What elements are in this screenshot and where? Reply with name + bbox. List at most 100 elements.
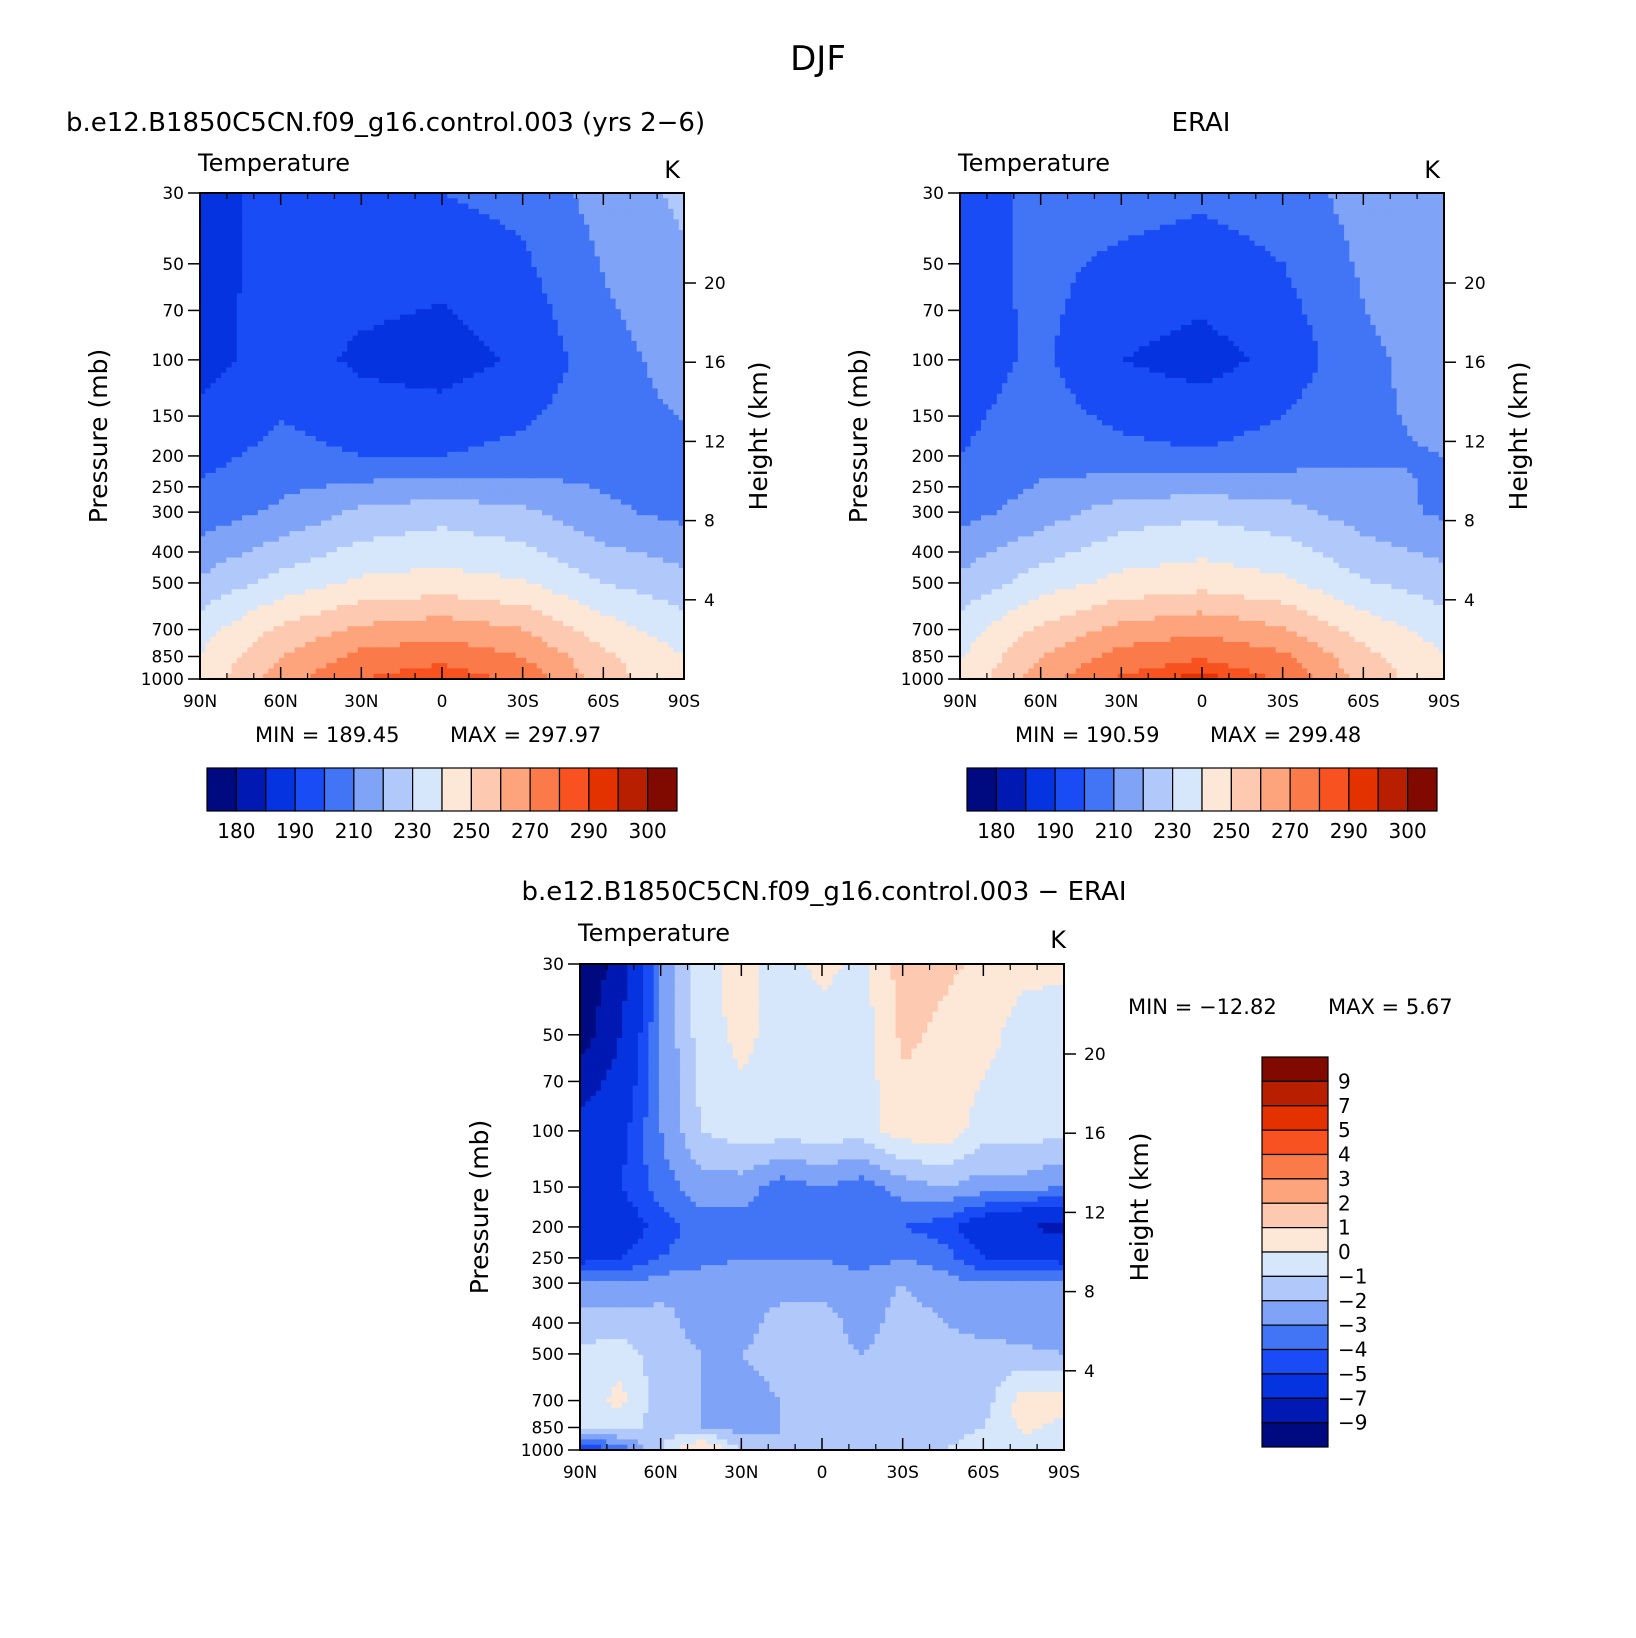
contour-cell: [405, 410, 411, 416]
contour-cell: [279, 204, 285, 210]
contour-cell: [642, 410, 648, 416]
contour-cell: [395, 473, 401, 479]
contour-cell: [316, 315, 322, 321]
contour-cell: [673, 367, 679, 373]
contour-cell: [205, 473, 211, 479]
contour-cell: [442, 420, 448, 426]
contour-cell: [516, 315, 522, 321]
contour-cell: [374, 346, 380, 352]
contour-cell: [505, 209, 511, 215]
contour-cell: [521, 288, 527, 294]
contour-cell: [584, 315, 590, 321]
contour-cell: [211, 478, 217, 484]
contour-cell: [610, 388, 616, 394]
contour-cell: [500, 272, 506, 278]
contour-cell: [379, 441, 385, 447]
contour-cell: [426, 209, 432, 215]
contour-cell: [216, 399, 222, 405]
contour-cell: [563, 304, 569, 310]
contour-cell: [542, 235, 548, 241]
contour-cell: [621, 341, 627, 347]
contour-cell: [531, 320, 537, 326]
contour-cell: [353, 378, 359, 384]
contour-cell: [216, 330, 222, 336]
contour-cell: [326, 225, 332, 231]
contour-cell: [395, 399, 401, 405]
contour-cell: [305, 341, 311, 347]
contour-cell: [305, 383, 311, 389]
contour-cell: [342, 246, 348, 252]
contour-cell: [510, 262, 516, 268]
contour-cell: [437, 325, 443, 331]
contour-cell: [400, 441, 406, 447]
contour-cell: [342, 431, 348, 437]
contour-cell: [647, 341, 653, 347]
contour-cell: [616, 452, 622, 458]
contour-cell: [289, 373, 295, 379]
contour-cell: [526, 330, 532, 336]
contour-cell: [321, 209, 327, 215]
contour-cell: [652, 373, 658, 379]
contour-cell: [305, 304, 311, 310]
contour-cell: [516, 462, 522, 468]
contour-cell: [453, 272, 459, 278]
contour-cell: [631, 209, 637, 215]
contour-cell: [595, 431, 601, 437]
contour-cell: [321, 320, 327, 326]
contour-cell: [584, 214, 590, 220]
contour-cell: [300, 415, 306, 421]
contour-cell: [647, 272, 653, 278]
contour-cell: [279, 425, 285, 431]
contour-cell: [484, 436, 490, 442]
contour-cell: [368, 315, 374, 321]
contour-cell: [437, 262, 443, 268]
contour-cell: [321, 383, 327, 389]
contour-cell: [289, 357, 295, 363]
contour-cell: [637, 367, 643, 373]
contour-cell: [468, 309, 474, 315]
contour-cell: [289, 272, 295, 278]
contour-cell: [300, 230, 306, 236]
contour-cell: [216, 304, 222, 310]
contour-cell: [332, 225, 338, 231]
contour-cell: [242, 378, 248, 384]
contour-cell: [258, 198, 264, 204]
contour-cell: [495, 336, 501, 342]
contour-cell: [668, 399, 674, 405]
contour-cell: [247, 209, 253, 215]
contour-cell: [642, 293, 648, 299]
contour-cell: [516, 388, 522, 394]
contour-cell: [652, 378, 658, 384]
contour-cell: [326, 415, 332, 421]
contour-cell: [610, 325, 616, 331]
contour-cell: [563, 373, 569, 379]
contour-cell: [474, 272, 480, 278]
contour-cell: [379, 219, 385, 225]
contour-cell: [631, 367, 637, 373]
contour-cell: [584, 362, 590, 368]
contour-cell: [663, 320, 669, 326]
contour-cell: [516, 225, 522, 231]
contour-cell: [495, 267, 501, 273]
contour-cell: [284, 272, 290, 278]
contour-cell: [263, 204, 269, 210]
contour-cell: [337, 346, 343, 352]
contour-cell: [389, 425, 395, 431]
contour-cell: [574, 225, 580, 231]
contour-cell: [647, 462, 653, 468]
contour-cell: [547, 373, 553, 379]
contour-cell: [410, 293, 416, 299]
contour-cell: [463, 214, 469, 220]
contour-cell: [258, 367, 264, 373]
contour-cell: [337, 278, 343, 284]
contour-cell: [211, 388, 217, 394]
contour-cell: [552, 410, 558, 416]
contour-cell: [211, 267, 217, 273]
contour-cell: [468, 452, 474, 458]
contour-cell: [647, 225, 653, 231]
contour-cell: [310, 251, 316, 257]
contour-cell: [668, 272, 674, 278]
contour-cell: [384, 262, 390, 268]
contour-cell: [395, 452, 401, 458]
contour-cell: [232, 320, 238, 326]
